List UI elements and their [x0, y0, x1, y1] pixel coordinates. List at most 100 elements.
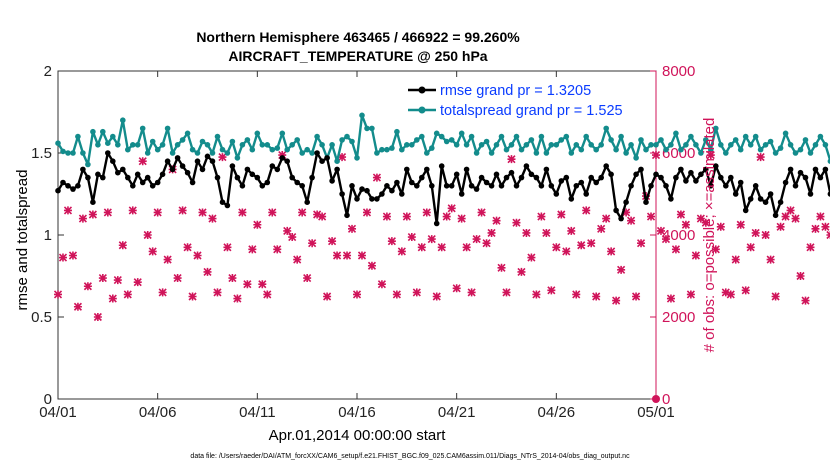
series-point: [239, 142, 246, 148]
series-point: [568, 196, 575, 202]
series-point: [85, 174, 91, 181]
series-point: [259, 183, 266, 189]
x-tick-label: 04/01: [39, 404, 77, 421]
totalspread-series: [55, 112, 830, 168]
series-point: [628, 142, 634, 148]
series-point: [478, 142, 485, 148]
series-point: [110, 133, 116, 140]
obs-count-point: [786, 206, 795, 215]
obs-count-point: [776, 222, 785, 231]
series-point: [757, 196, 764, 202]
series-point: [608, 171, 614, 178]
obs-count-point: [337, 153, 347, 162]
x-tick-label: 04/06: [139, 404, 177, 421]
series-point: [174, 142, 181, 148]
series-point: [144, 150, 151, 156]
obs-count-point: [78, 214, 87, 223]
series-point: [154, 179, 161, 186]
series-point: [503, 174, 510, 181]
series-point: [658, 137, 664, 143]
series-point: [134, 142, 141, 148]
obs-count-point: [656, 226, 666, 235]
series-point: [169, 166, 176, 173]
obs-count-point: [318, 212, 327, 221]
obs-count-point: [502, 288, 511, 297]
obs-count-point: [223, 243, 232, 252]
series-point: [752, 183, 759, 189]
series-point: [329, 142, 335, 148]
series-point: [404, 142, 410, 148]
obs-count-point: [632, 292, 641, 301]
series-point: [154, 146, 161, 153]
obs-count-point: [138, 157, 147, 166]
series-point: [194, 150, 201, 156]
series-point: [757, 146, 764, 153]
series-point: [807, 150, 814, 156]
obs-count-series: [53, 150, 830, 403]
obs-count-point: [347, 224, 357, 233]
obs-count-point: [676, 210, 685, 219]
obs-count-point: [328, 237, 337, 246]
series-point: [498, 133, 505, 140]
series-point: [633, 171, 639, 178]
obs-count-point: [407, 232, 416, 242]
obs-count-point: [472, 235, 481, 244]
series-point: [703, 166, 709, 173]
series-point: [364, 187, 370, 194]
obs-count-point: [801, 296, 810, 305]
series-point: [678, 166, 684, 173]
series-point: [568, 150, 575, 156]
obs-count-point: [387, 237, 396, 246]
series-point: [777, 199, 784, 205]
obs-count-point: [283, 226, 292, 235]
series-point: [468, 133, 475, 140]
obs-count-point: [791, 214, 800, 223]
series-point: [374, 150, 380, 156]
series-point: [249, 146, 256, 153]
right-y-tick-label: 2000: [662, 309, 695, 326]
series-point: [772, 150, 779, 156]
series-point: [234, 155, 241, 161]
obs-count-point: [452, 284, 461, 293]
series-point: [742, 207, 749, 214]
obs-count-point: [352, 290, 362, 299]
obs-count-point: [751, 228, 760, 238]
obs-count-point: [627, 216, 636, 225]
series-point: [443, 183, 450, 189]
obs-count-point: [736, 220, 745, 229]
series-point: [563, 174, 570, 181]
series-point: [384, 146, 390, 153]
obs-count-point: [746, 243, 755, 252]
series-point: [797, 169, 804, 176]
obs-count-point: [68, 251, 78, 260]
series-point: [214, 133, 221, 140]
series-point: [433, 130, 440, 137]
obs-count-point: [726, 290, 735, 299]
obs-count-point: [542, 228, 551, 238]
obs-count-point: [731, 255, 740, 264]
series-point: [787, 166, 794, 173]
obs-count-point: [532, 290, 541, 299]
series-point: [812, 142, 819, 148]
obs-count-point: [273, 245, 282, 254]
series-point: [149, 138, 156, 145]
series-point: [638, 137, 644, 143]
series-point: [284, 146, 291, 153]
series-point: [802, 174, 809, 181]
obs-count-point: [497, 263, 506, 272]
series-point: [673, 174, 679, 181]
series-point: [573, 183, 580, 189]
obs-count-point: [756, 153, 765, 162]
series-point: [339, 191, 345, 197]
x-axis-ticks: 04/01 04/06 04/11 04/16 04/21 04/26 05/01: [39, 71, 675, 421]
obs-count-point: [711, 245, 720, 254]
series-point: [364, 125, 370, 132]
series-point: [458, 130, 465, 137]
series-point: [458, 191, 465, 197]
series-point: [463, 142, 470, 148]
series-point: [314, 150, 320, 156]
obs-count-point: [203, 267, 212, 276]
series-point: [329, 178, 335, 184]
obs-count-point: [547, 286, 556, 295]
series-point: [583, 133, 589, 140]
